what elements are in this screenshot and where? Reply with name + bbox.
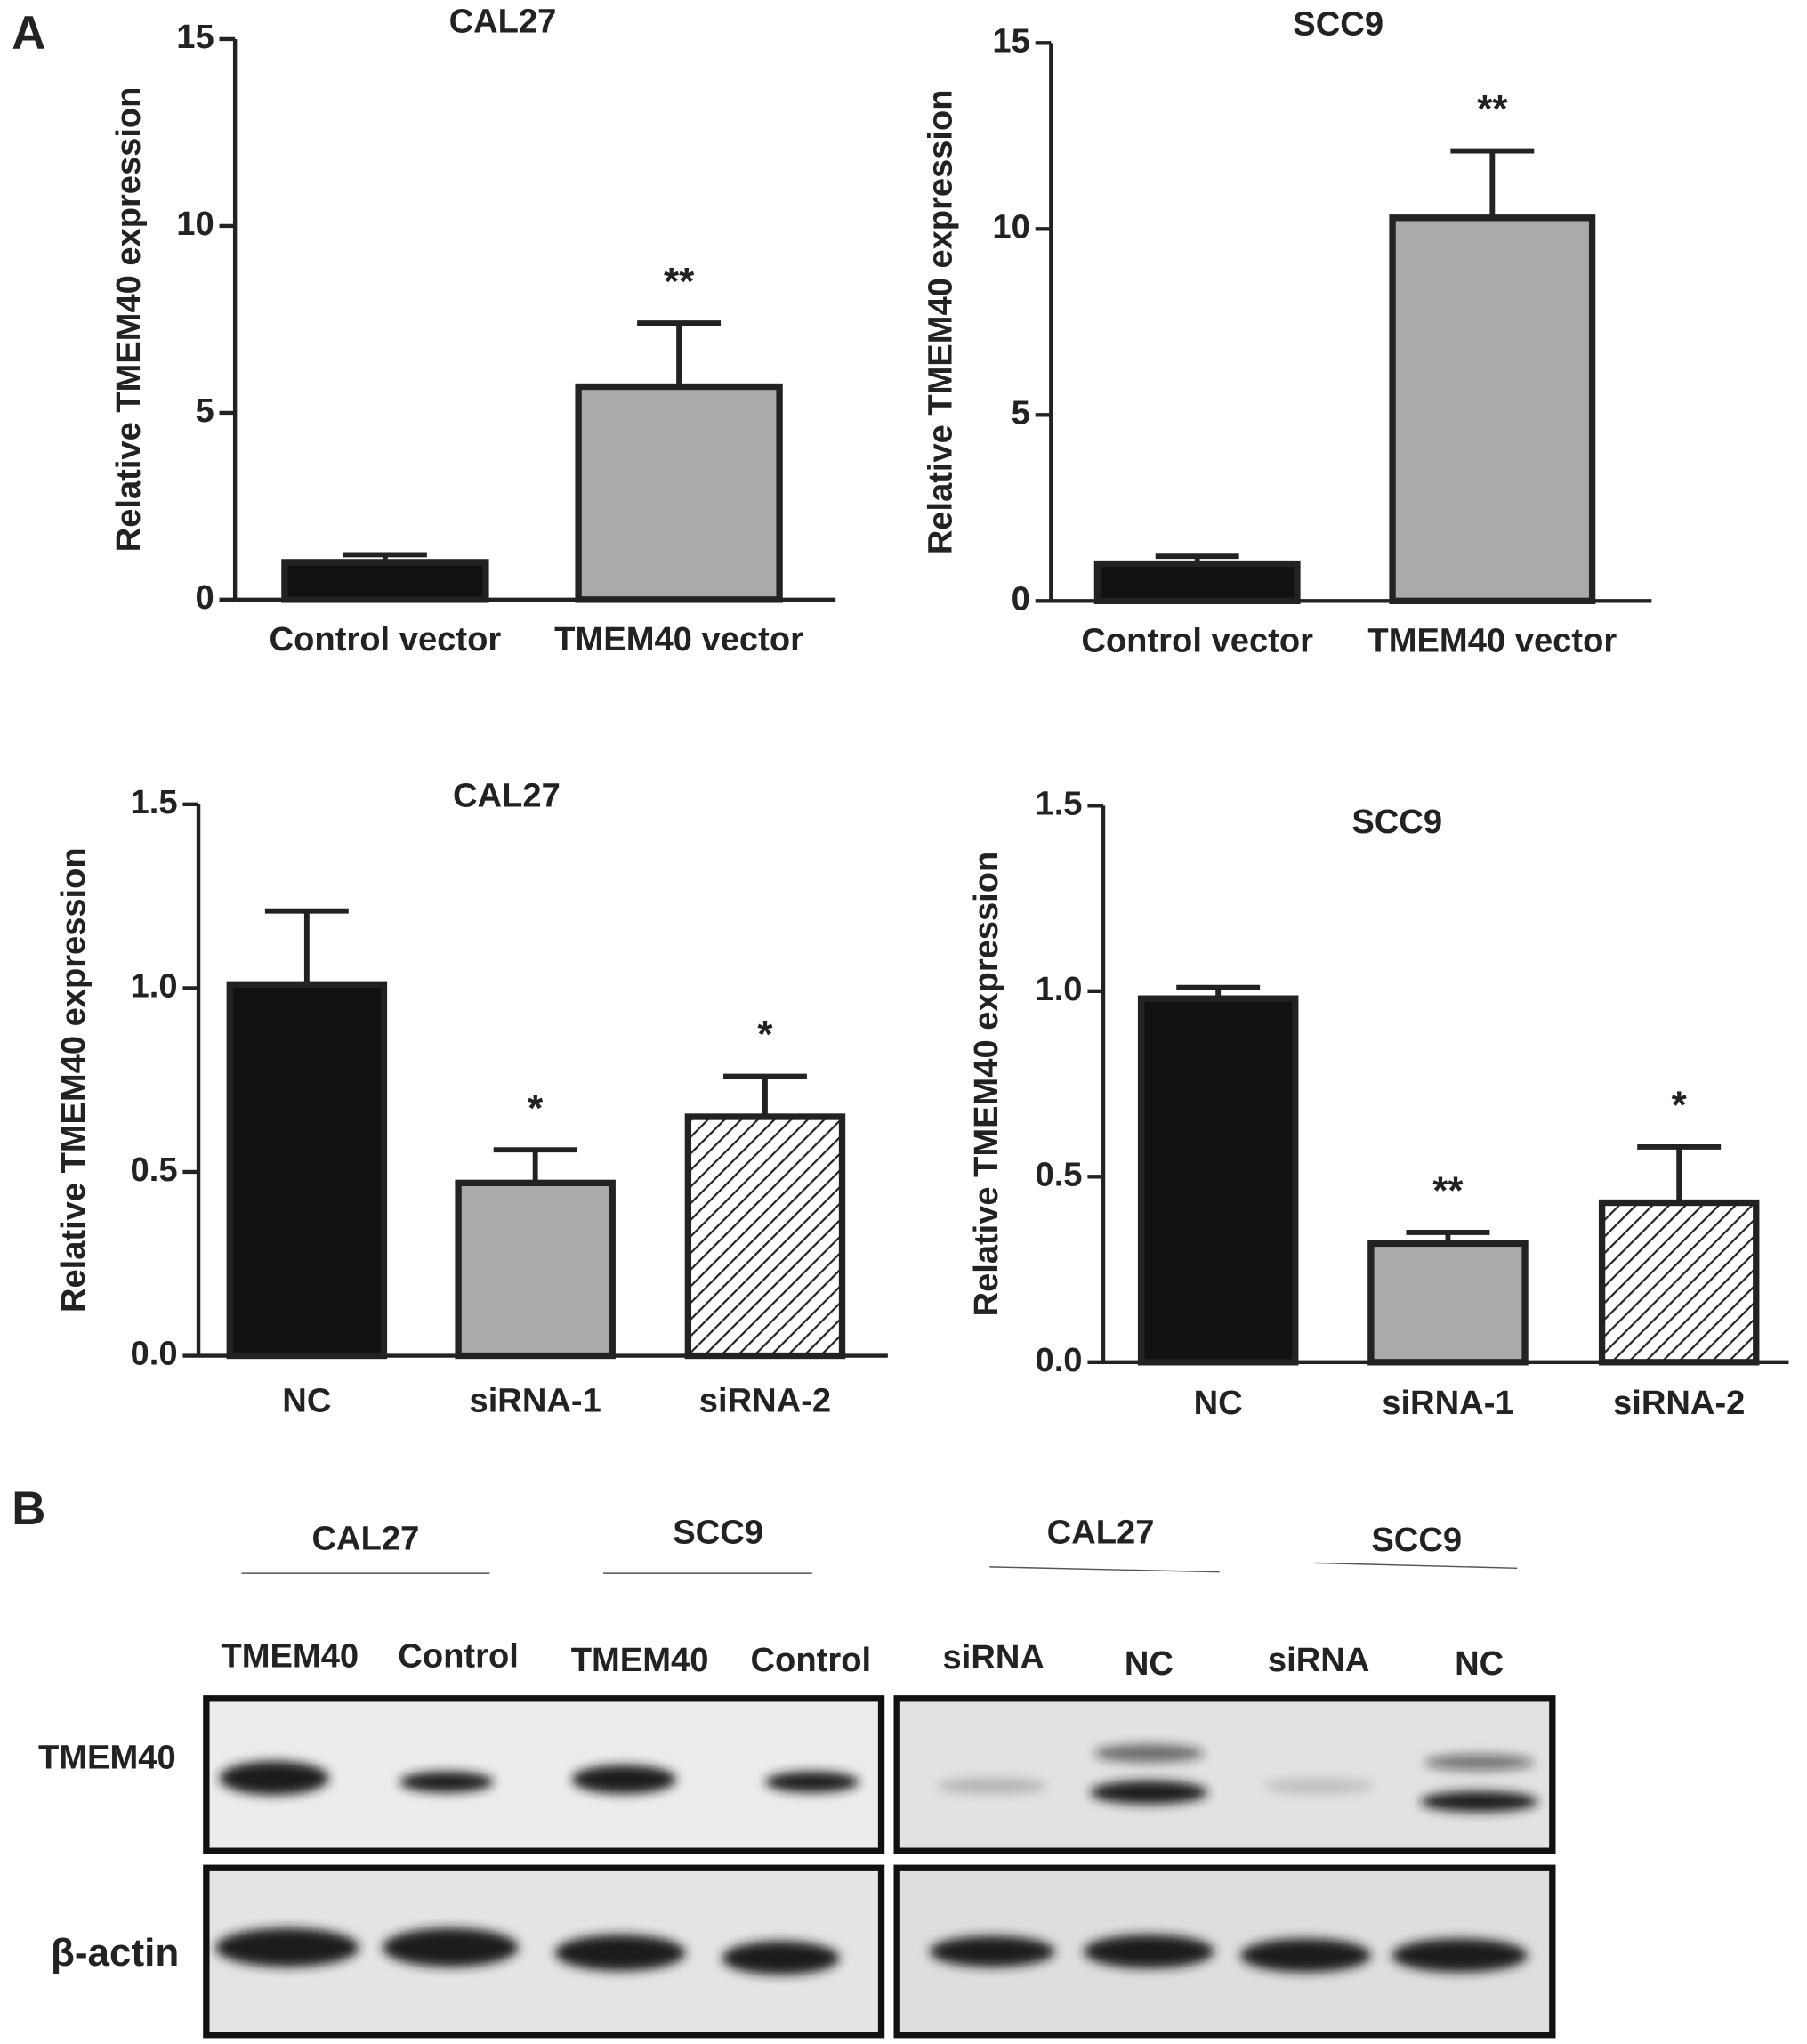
significance: ** (1477, 87, 1508, 131)
bar (1367, 1240, 1529, 1366)
y-tick-label: 0.5 (1036, 1155, 1083, 1193)
y-tick-label: 1.0 (131, 966, 178, 1005)
x-tick-label: siRNA-1 (469, 1381, 601, 1419)
y-tick-label: 5 (195, 392, 214, 430)
y-tick-label: 0.0 (1036, 1341, 1083, 1379)
bar (684, 1113, 846, 1360)
lane-label: Control (751, 1641, 872, 1679)
lane-label: NC (1455, 1644, 1504, 1683)
y-tick-label: 5 (1012, 393, 1030, 432)
y-tick-label: 0 (195, 578, 214, 617)
bar (575, 383, 783, 603)
y-tick-label: 0 (1012, 579, 1030, 618)
y-tick-label: 0.0 (131, 1335, 178, 1373)
bar (1389, 214, 1596, 604)
lane-label: siRNA (1268, 1641, 1369, 1679)
chart-title: CAL27 (449, 2, 557, 40)
x-tick-label: NC (1194, 1384, 1243, 1422)
blot-images (203, 1695, 1556, 2039)
y-tick-label: 10 (176, 205, 214, 243)
bar (226, 981, 388, 1360)
y-tick-label: 15 (176, 18, 214, 56)
group-label: CAL27 (1047, 1513, 1155, 1551)
group-label: SCC9 (673, 1513, 763, 1551)
lane-label: NC (1125, 1644, 1174, 1683)
significance: ** (1432, 1169, 1464, 1213)
significance: * (1672, 1084, 1688, 1127)
panel-label: B (12, 1483, 45, 1535)
group-line (1314, 1562, 1518, 1570)
x-tick-label: siRNA-2 (1613, 1384, 1745, 1422)
significance: * (528, 1087, 544, 1130)
y-tick-label: 1.5 (1036, 784, 1083, 822)
bar (1598, 1199, 1760, 1366)
x-tick-label: Control vector (270, 620, 502, 658)
blot-box (893, 1695, 1556, 1854)
significance: * (757, 1013, 773, 1056)
lane-label: siRNA (943, 1638, 1045, 1676)
group-line (989, 1566, 1220, 1573)
panel-label: A (12, 7, 45, 60)
blot-headers: CAL27 SCC9 CAL27 SCC9 TMEM40 Control TME… (38, 1513, 1518, 1975)
x-tick-label: TMEM40 vector (554, 620, 803, 658)
y-axis-label: Relative TMEM40 expression (967, 852, 1005, 1317)
bar (455, 1179, 616, 1360)
x-tick-label: NC (282, 1381, 331, 1419)
lane-label: Control (398, 1636, 519, 1675)
x-tick-label: siRNA-1 (1382, 1384, 1513, 1422)
x-tick-label: siRNA-2 (699, 1381, 831, 1419)
y-axis-label: Relative TMEM40 expression (109, 87, 148, 553)
y-tick-label: 0.5 (131, 1151, 178, 1189)
x-tick-label: Control vector (1081, 621, 1313, 659)
y-tick-label: 1.5 (131, 783, 178, 821)
chart-title: SCC9 (1293, 4, 1383, 43)
significance: ** (664, 260, 695, 303)
bar (281, 559, 489, 603)
x-tick-label: TMEM40 vector (1367, 621, 1617, 659)
bar (1093, 560, 1301, 604)
lane-label: TMEM40 (571, 1641, 709, 1679)
row-label: TMEM40 (38, 1739, 176, 1777)
lane-label: TMEM40 (221, 1636, 359, 1675)
y-axis-label: Relative TMEM40 expression (54, 847, 93, 1313)
group-label: CAL27 (311, 1520, 419, 1558)
y-tick-label: 15 (992, 21, 1029, 60)
group-label: SCC9 (1371, 1521, 1462, 1559)
y-tick-label: 1.0 (1036, 970, 1083, 1008)
bar (1137, 995, 1299, 1366)
y-axis-label: Relative TMEM40 expression (922, 89, 960, 554)
bands (215, 1744, 1538, 1975)
row-label: β-actin (51, 1931, 179, 1975)
y-tick-label: 10 (992, 207, 1029, 246)
chart-title: CAL27 (453, 777, 561, 815)
chart-title: SCC9 (1351, 803, 1442, 841)
